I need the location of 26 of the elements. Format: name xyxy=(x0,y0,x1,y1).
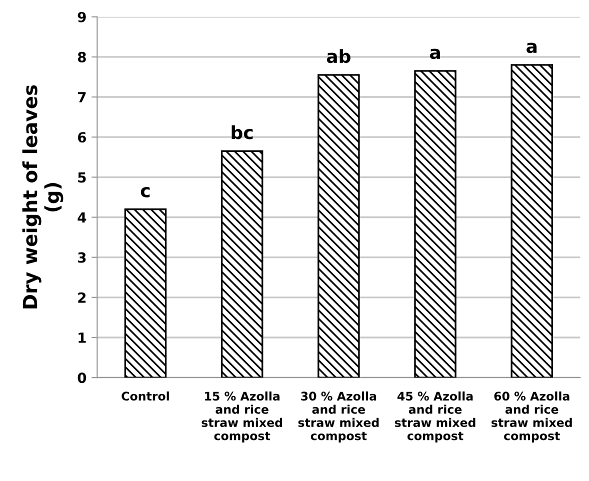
y-tick-label: 1 xyxy=(78,332,86,343)
y-tick-label: 0 xyxy=(78,372,86,384)
bar xyxy=(510,64,553,378)
y-tick-label: 9 xyxy=(78,12,86,22)
x-tick-label: 30 % Azolla and rice straw mixed compost xyxy=(298,391,379,443)
y-tick-label: 8 xyxy=(78,52,86,62)
annotation: ab xyxy=(326,49,350,64)
bar xyxy=(414,70,456,378)
y-tick-label: 4 xyxy=(78,212,86,223)
y-tick-label: 3 xyxy=(78,252,86,263)
y-tick-label: 7 xyxy=(78,92,86,102)
annotation: bc xyxy=(232,125,253,140)
x-tick-label: 15 % Azolla and rice straw mixed compost xyxy=(202,391,282,443)
annotation: a xyxy=(526,42,537,54)
y-axis-title: Dry weight of leaves (g) xyxy=(22,85,64,308)
bar xyxy=(318,74,360,378)
y-tick-label: 5 xyxy=(78,172,86,183)
y-tick-label: 2 xyxy=(78,292,86,303)
bar xyxy=(124,208,167,378)
x-tick-label: 60 % Azolla and rice straw mixed compost xyxy=(492,391,572,443)
y-tick-label: 6 xyxy=(78,132,86,143)
x-tick-label: Control xyxy=(122,391,169,401)
annotation: c xyxy=(140,187,150,198)
bar xyxy=(220,150,264,378)
x-tick-label: 45 % Azolla and rice straw mixed compost xyxy=(394,391,476,443)
annotation: a xyxy=(430,48,440,60)
